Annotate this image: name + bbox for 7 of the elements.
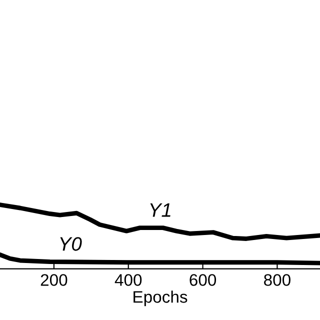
x-tick-label: 600: [190, 274, 216, 286]
x-tick-label: 800: [264, 274, 290, 286]
x-axis-title: Epochs: [134, 290, 188, 306]
series-label: Y0: [60, 237, 82, 251]
x-tick-label: 400: [114, 274, 142, 286]
x-tick-label: 200: [40, 274, 68, 286]
series-label: Y1: [150, 203, 170, 217]
